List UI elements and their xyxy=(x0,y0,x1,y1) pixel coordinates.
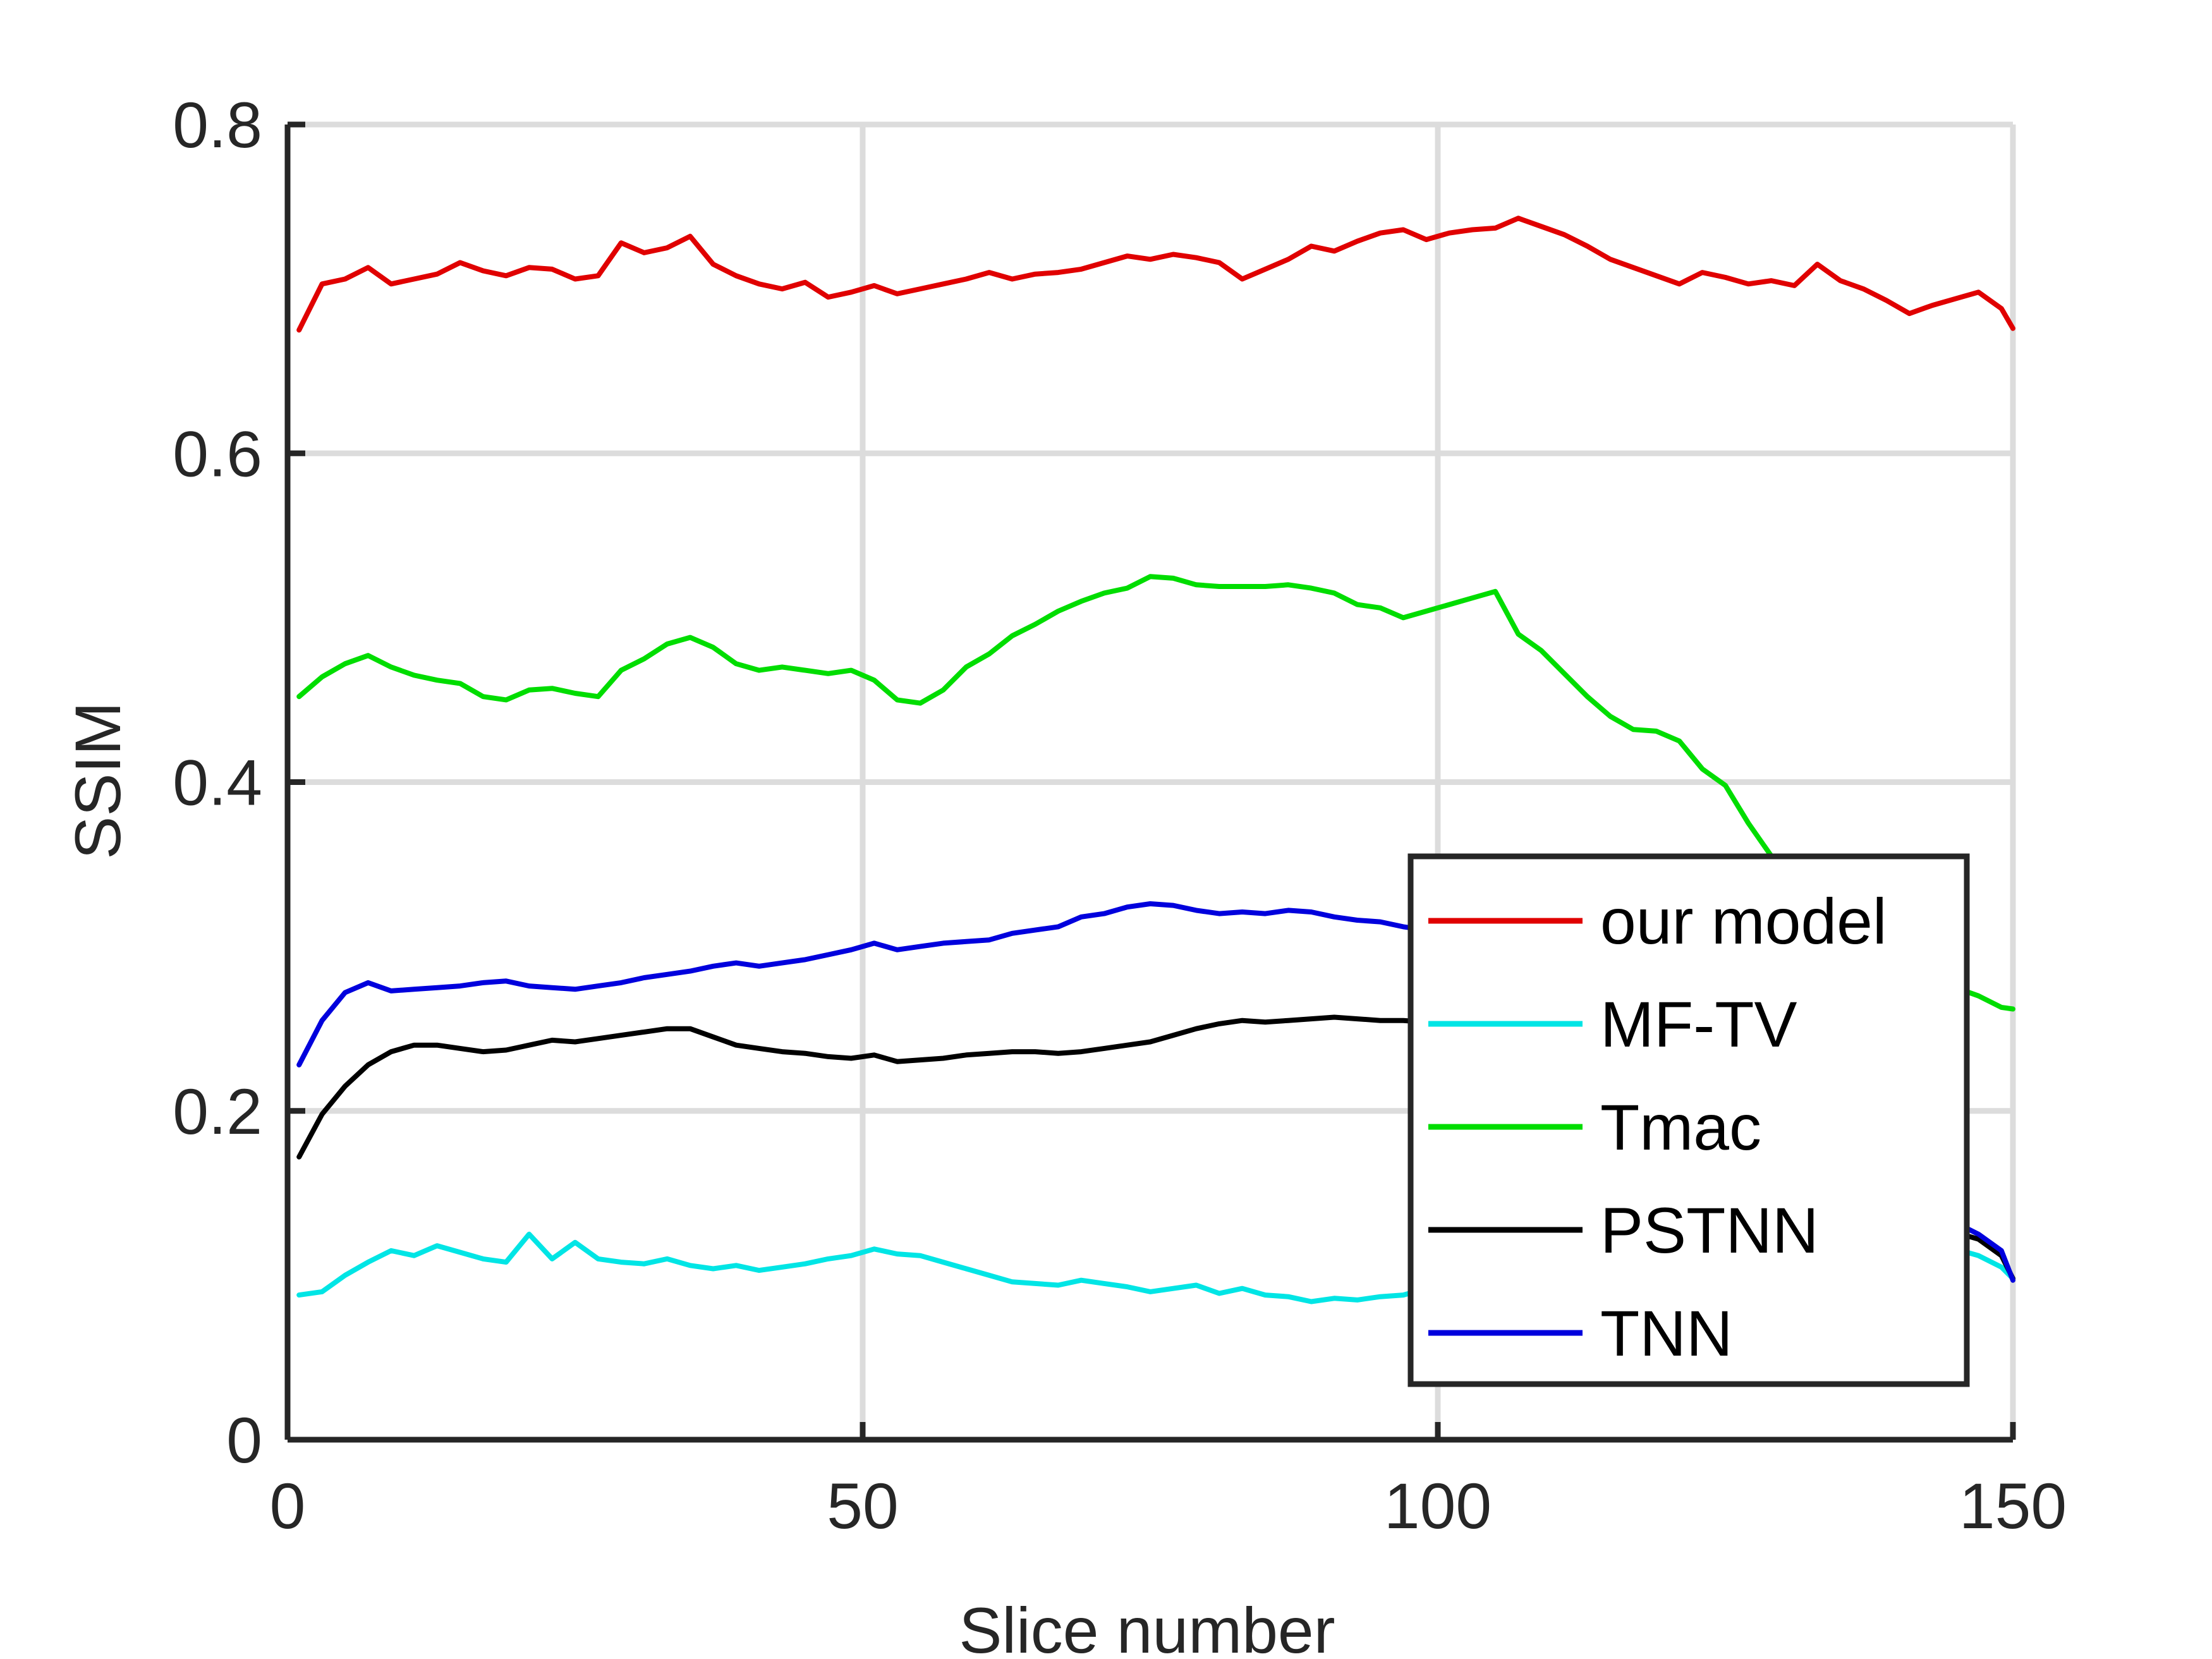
y-axis-label: SSIM xyxy=(62,702,134,859)
legend-label: TNN xyxy=(1600,1297,1733,1370)
x-tick-label: 150 xyxy=(1959,1470,2067,1542)
legend: our model MF-TV Tmac PSTNN TNN xyxy=(1407,853,1970,1387)
series-line-tmac xyxy=(296,574,2015,1012)
y-tick-label: 0.6 xyxy=(173,418,262,490)
y-tick-label: 0.2 xyxy=(173,1076,262,1148)
x-tick-label: 100 xyxy=(1384,1470,1492,1542)
legend-label: our model xyxy=(1600,885,1887,957)
x-axis-label: Slice number xyxy=(959,1595,1335,1659)
y-tick-label: 0.4 xyxy=(173,747,262,819)
series-line-our-model xyxy=(296,216,2015,333)
legend-label: PSTNN xyxy=(1600,1194,1819,1267)
legend-label: MF-TV xyxy=(1600,988,1797,1060)
x-tick-label: 50 xyxy=(827,1470,898,1542)
tick-labels: 0 50 100 150 0 0.2 0.4 0.6 0.8 xyxy=(173,89,2067,1542)
legend-label: Tmac xyxy=(1600,1091,1761,1164)
y-tick-label: 0 xyxy=(226,1404,262,1476)
x-tick-label: 0 xyxy=(270,1470,306,1542)
axes xyxy=(284,121,2016,1443)
y-tick-label: 0.8 xyxy=(173,89,262,161)
legend-box xyxy=(1407,853,1970,1387)
